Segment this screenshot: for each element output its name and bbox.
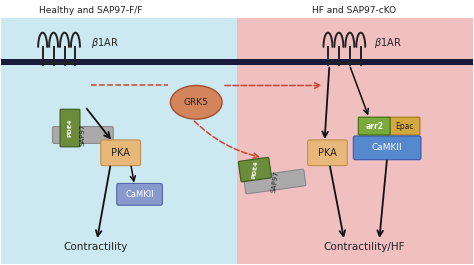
FancyBboxPatch shape — [388, 117, 420, 135]
FancyBboxPatch shape — [60, 109, 80, 147]
Text: PKA: PKA — [111, 148, 130, 158]
Text: SAP97: SAP97 — [270, 170, 279, 193]
FancyBboxPatch shape — [53, 127, 113, 143]
FancyBboxPatch shape — [308, 140, 347, 166]
Text: CaMKII: CaMKII — [372, 143, 402, 152]
Ellipse shape — [170, 86, 222, 119]
FancyBboxPatch shape — [117, 183, 163, 205]
Bar — [237, 16, 473, 264]
Text: HF and SAP97-cKO: HF and SAP97-cKO — [312, 6, 396, 15]
FancyBboxPatch shape — [244, 169, 306, 194]
Text: PDE4: PDE4 — [67, 119, 73, 137]
Text: CaMKII: CaMKII — [125, 190, 154, 199]
Text: Epac: Epac — [395, 122, 413, 131]
Text: SAP97: SAP97 — [80, 124, 86, 146]
Text: PDE4: PDE4 — [251, 160, 259, 179]
Text: $\beta$1AR: $\beta$1AR — [374, 36, 402, 50]
FancyBboxPatch shape — [101, 140, 141, 166]
FancyBboxPatch shape — [238, 157, 272, 182]
Text: arr2: arr2 — [365, 122, 383, 131]
Text: Contractility: Contractility — [64, 242, 128, 252]
Bar — [1, 59, 473, 65]
Text: $\beta$1AR: $\beta$1AR — [91, 36, 118, 50]
Bar — [1, 16, 237, 264]
Bar — [1, 1, 473, 18]
Text: Healthy and SAP97-F/F: Healthy and SAP97-F/F — [39, 6, 143, 15]
Text: GRK5: GRK5 — [184, 98, 209, 107]
FancyBboxPatch shape — [358, 117, 390, 135]
Text: Contractility/HF: Contractility/HF — [323, 242, 405, 252]
Text: PKA: PKA — [318, 148, 337, 158]
FancyBboxPatch shape — [353, 136, 421, 160]
